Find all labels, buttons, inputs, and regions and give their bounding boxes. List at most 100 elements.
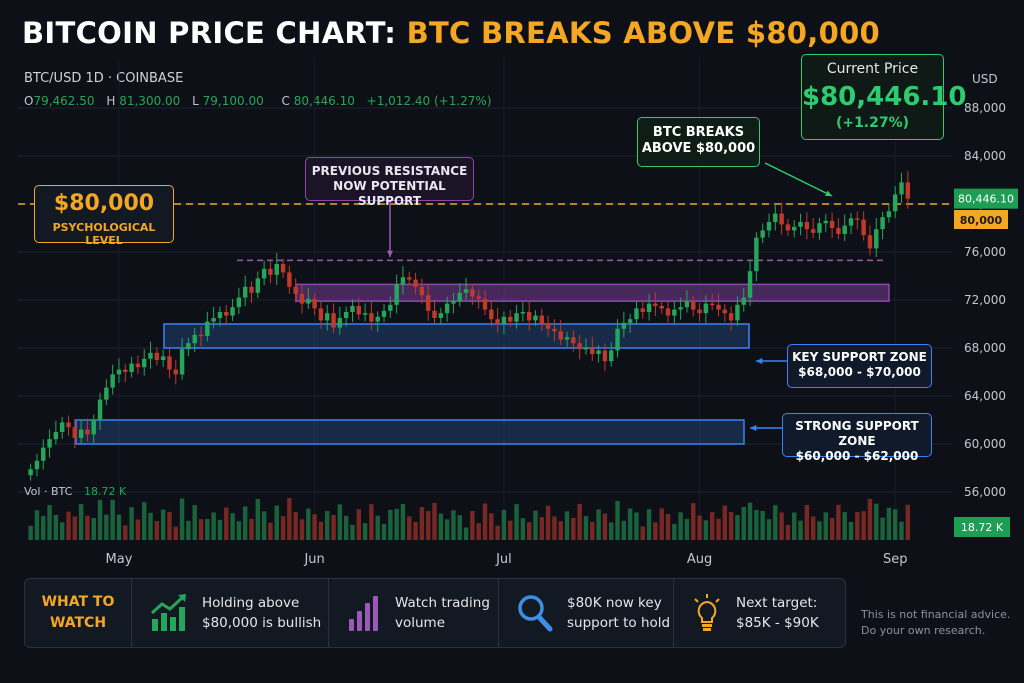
candle xyxy=(861,219,866,236)
volume-bar xyxy=(444,519,450,540)
candle xyxy=(545,324,551,329)
volume-bar xyxy=(331,515,336,540)
volume-bar xyxy=(41,515,46,540)
candle xyxy=(135,363,141,368)
volume-bar xyxy=(495,525,500,540)
candle xyxy=(482,298,488,310)
volume-bar xyxy=(192,505,197,540)
candle xyxy=(470,289,475,297)
candle xyxy=(476,296,481,299)
volume-bar xyxy=(634,512,639,540)
watch-item-target: Next target: $85K - $90K xyxy=(674,579,844,647)
candle xyxy=(526,312,532,321)
volume-bar xyxy=(236,521,242,540)
breakout-arrow xyxy=(764,162,833,197)
volume-bar xyxy=(299,519,305,540)
last-price-tag xyxy=(954,188,1018,209)
volume-bar xyxy=(754,510,759,540)
candle xyxy=(66,422,71,428)
what-to-watch-panel: WHAT TO WATCH Holding above $80,000 is bul… xyxy=(24,578,846,648)
candle xyxy=(205,321,210,336)
candle xyxy=(558,331,563,340)
volume-bar xyxy=(28,525,33,540)
volume-bar xyxy=(388,509,393,540)
candle xyxy=(659,306,664,309)
candle xyxy=(779,213,784,225)
x-tick-label: Jun xyxy=(303,552,324,567)
x-tick-label: Aug xyxy=(687,552,712,567)
volume-bar xyxy=(880,517,885,540)
candle xyxy=(899,182,904,195)
volume-bar xyxy=(514,504,519,540)
level-tag-label: 80,000 xyxy=(960,214,1003,227)
resistance-zone xyxy=(295,283,890,302)
candle xyxy=(520,312,526,314)
candle xyxy=(249,286,254,293)
candle xyxy=(116,369,122,375)
current-price-card: Current Price $80,446.10 (+1.27%) xyxy=(801,54,967,140)
candle xyxy=(432,310,437,318)
volume-bar xyxy=(318,521,324,540)
candle xyxy=(28,469,33,476)
volume-bar xyxy=(905,504,911,540)
volume-bar xyxy=(249,518,254,540)
candle xyxy=(173,369,178,375)
title-accent: BTC BREAKS ABOVE $80,000 xyxy=(406,16,881,50)
candle xyxy=(230,307,235,316)
ohlc-readout: O79,462.50 H 81,300.00 L 79,100.00 C 80,… xyxy=(24,94,500,108)
candle xyxy=(634,308,639,320)
volume-bar xyxy=(116,514,122,540)
candle xyxy=(571,337,576,344)
volume-bar xyxy=(501,510,507,540)
candle xyxy=(325,313,330,321)
candle xyxy=(508,316,513,322)
y-tick-label: 76,000 xyxy=(964,245,1006,259)
strong-support-zone xyxy=(75,419,745,445)
breakout-arrow-head xyxy=(825,190,832,196)
volume-bar xyxy=(463,527,469,540)
volume-bar xyxy=(217,519,223,540)
volume-bar xyxy=(571,517,576,540)
lightbulb-icon xyxy=(694,594,720,631)
volume-bar xyxy=(97,499,103,540)
candle xyxy=(129,363,134,372)
candle xyxy=(110,374,115,388)
volume-bar xyxy=(242,506,248,540)
candle xyxy=(318,308,324,321)
volume-bar xyxy=(899,521,904,540)
volume-bar xyxy=(198,519,204,540)
candle xyxy=(880,217,885,230)
candle xyxy=(356,306,361,315)
breaks-line1: BTC BREAKS xyxy=(652,125,745,140)
volume-bar xyxy=(72,516,78,540)
candle xyxy=(691,301,696,310)
y-tick-label: 64,000 xyxy=(964,389,1006,403)
candle xyxy=(224,312,229,316)
candle xyxy=(179,349,185,375)
candle xyxy=(798,222,803,227)
volume-bar xyxy=(836,504,841,540)
candle xyxy=(350,306,355,312)
candle xyxy=(198,334,204,337)
current-price-value: $80,446.10 xyxy=(802,81,967,112)
volume-bar xyxy=(874,503,879,540)
volume-bar xyxy=(564,511,570,540)
high-readout: H 81,300.00 xyxy=(106,94,181,108)
candle xyxy=(47,439,52,448)
volume-bar xyxy=(337,504,343,540)
x-tick-label: Jul xyxy=(495,552,512,567)
volume-bar xyxy=(34,510,40,540)
y-tick-label: 72,000 xyxy=(964,293,1006,307)
volume-bar xyxy=(123,525,128,540)
candle xyxy=(867,235,873,249)
candle xyxy=(602,350,608,362)
candle xyxy=(413,279,418,287)
candle xyxy=(236,297,242,308)
volume-bar xyxy=(709,512,715,540)
volume-bar xyxy=(470,511,475,540)
candle xyxy=(388,304,393,311)
volume-bar xyxy=(224,507,229,540)
volume-bar xyxy=(678,512,683,540)
candle xyxy=(274,264,279,275)
resistance-callout: PREVIOUS RESISTANCE NOW POTENTIAL SUPPOR… xyxy=(305,157,474,208)
